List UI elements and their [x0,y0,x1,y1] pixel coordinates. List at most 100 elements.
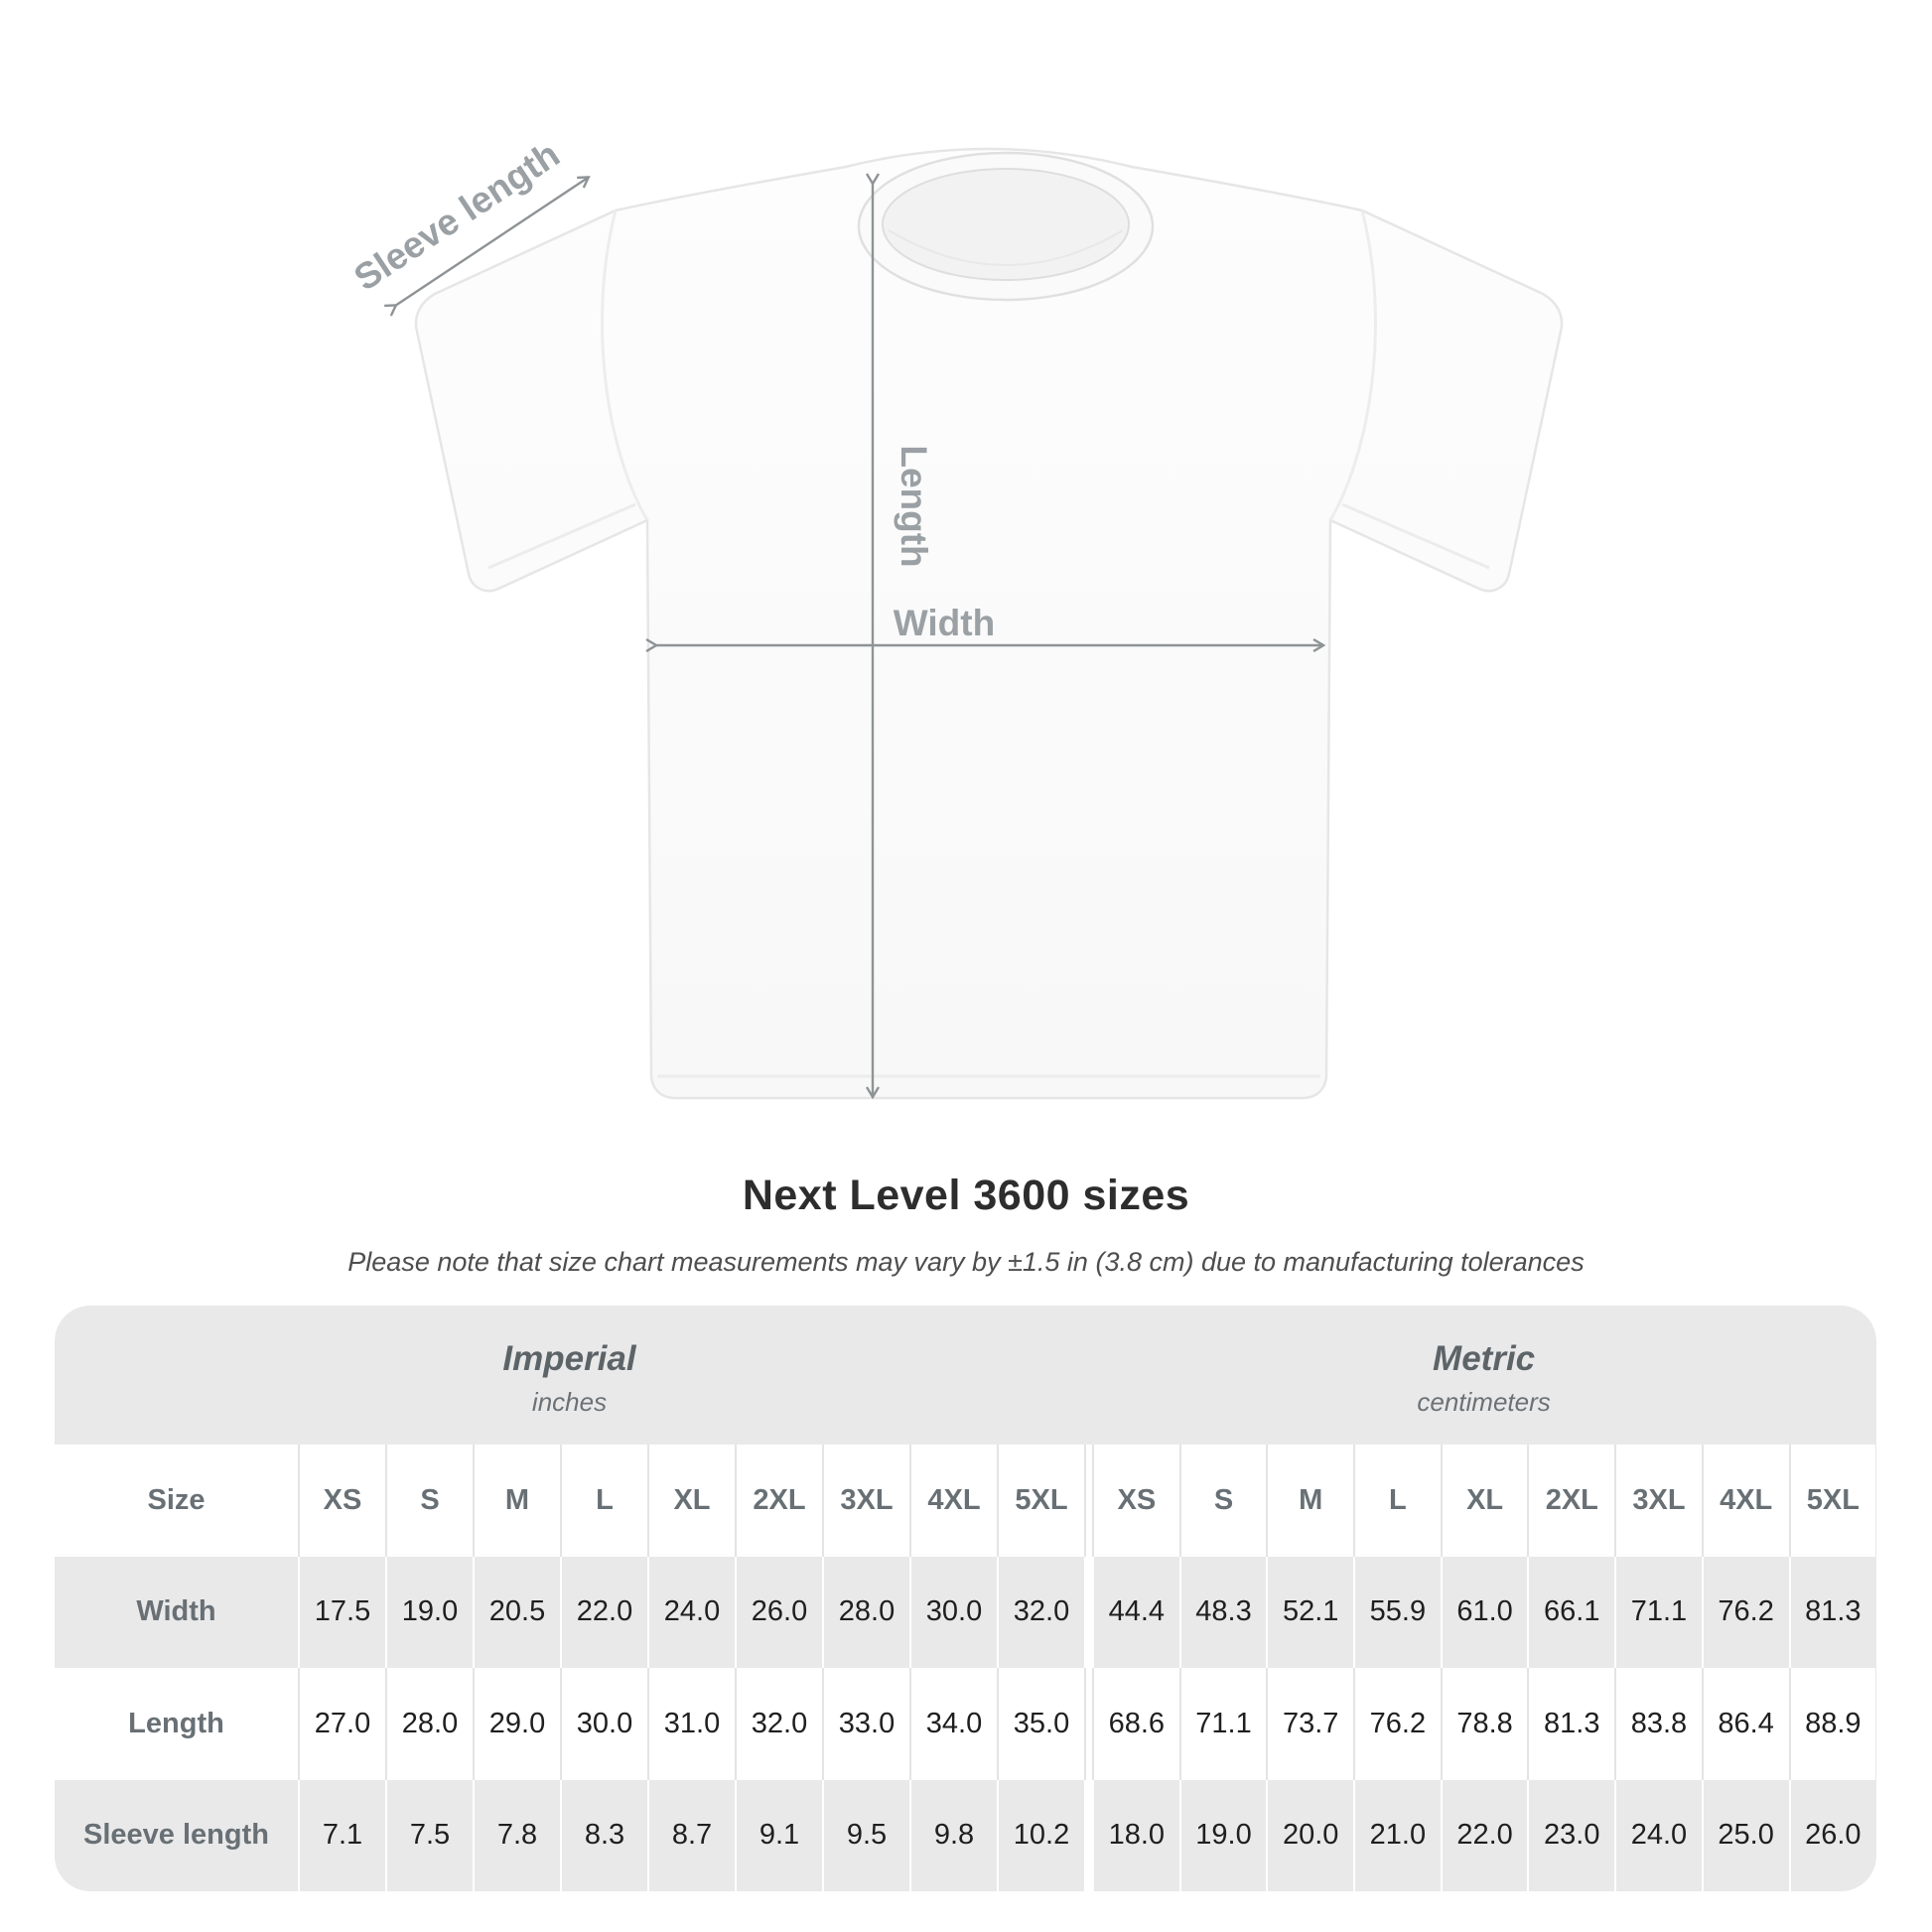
size-header-metric: XL [1440,1445,1528,1557]
value-cell: 7.5 [385,1779,473,1891]
value-cell: 26.0 [735,1556,822,1668]
metric-group-header: Metric centimeters [1092,1306,1875,1445]
sleeve-length-arrow [395,178,588,306]
imperial-group-header: Imperial inches [55,1306,1084,1445]
value-cell: 71.1 [1178,1668,1267,1780]
value-cell: 20.5 [473,1556,560,1668]
size-header-metric: 5XL [1788,1445,1876,1557]
row-label: Sleeve length [55,1779,298,1891]
row-label: Width [55,1556,298,1668]
value-cell: 33.0 [822,1668,909,1780]
table-group-divider [1084,1779,1092,1891]
table-group-divider [1084,1445,1092,1557]
size-header-metric: 3XL [1614,1445,1702,1557]
value-cell: 31.0 [647,1668,735,1780]
value-cell: 44.4 [1092,1556,1179,1668]
value-cell: 76.2 [1353,1668,1441,1780]
value-cell: 86.4 [1701,1668,1789,1780]
value-cell: 76.2 [1701,1556,1789,1668]
value-cell: 19.0 [1178,1779,1267,1891]
table-row-length: Length 27.0 28.0 29.0 30.0 31.0 32.0 33.… [55,1668,1876,1780]
size-header-metric: XS [1092,1445,1179,1557]
value-cell: 88.9 [1788,1668,1876,1780]
size-header-row: Size XS S M L XL 2XL 3XL 4XL 5XL XS S M … [55,1445,1876,1557]
page-title: Next Level 3600 sizes [742,1172,1190,1219]
value-cell: 27.0 [298,1668,385,1780]
imperial-group-unit: inches [531,1386,608,1417]
table-row-sleeve-length: Sleeve length 7.1 7.5 7.8 8.3 8.7 9.1 9.… [55,1779,1876,1891]
value-cell: 32.0 [997,1556,1084,1668]
length-label: Length [894,445,934,567]
value-cell: 78.8 [1440,1668,1528,1780]
value-cell: 7.8 [473,1779,560,1891]
table-group-divider [1084,1556,1092,1668]
value-cell: 29.0 [473,1668,560,1780]
table-group-divider [1084,1668,1092,1780]
value-cell: 81.3 [1527,1668,1615,1780]
value-cell: 71.1 [1614,1556,1702,1668]
size-header-metric: 2XL [1527,1445,1615,1557]
value-cell: 9.8 [909,1779,997,1891]
value-cell: 81.3 [1788,1556,1876,1668]
size-header-imperial: 5XL [997,1445,1084,1557]
tolerance-note: Please note that size chart measurements… [347,1247,1585,1277]
value-cell: 22.0 [560,1556,647,1668]
value-cell: 32.0 [735,1668,822,1780]
unit-group-row: Imperial inches Metric centimeters [55,1306,1876,1445]
value-cell: 24.0 [1614,1779,1702,1891]
value-cell: 68.6 [1092,1668,1179,1780]
size-header-imperial: XS [298,1445,385,1557]
value-cell: 20.0 [1266,1779,1354,1891]
value-cell: 30.0 [909,1556,997,1668]
size-header-metric: L [1353,1445,1441,1557]
value-cell: 8.7 [647,1779,735,1891]
size-header-imperial: M [473,1445,560,1557]
value-cell: 9.5 [822,1779,909,1891]
value-cell: 22.0 [1440,1779,1528,1891]
metric-group-unit: centimeters [1417,1386,1551,1417]
size-table: Imperial inches Metric centimeters Size … [55,1306,1876,1891]
value-cell: 83.8 [1614,1668,1702,1780]
size-header-metric: S [1178,1445,1267,1557]
value-cell: 73.7 [1266,1668,1354,1780]
value-cell: 24.0 [647,1556,735,1668]
size-header-imperial: XL [647,1445,735,1557]
value-cell: 21.0 [1353,1779,1441,1891]
value-cell: 66.1 [1527,1556,1615,1668]
value-cell: 7.1 [298,1779,385,1891]
value-cell: 18.0 [1092,1779,1179,1891]
value-cell: 52.1 [1266,1556,1354,1668]
size-header-imperial: 2XL [735,1445,822,1557]
size-column-header: Size [55,1445,298,1557]
value-cell: 26.0 [1788,1779,1876,1891]
value-cell: 35.0 [997,1668,1084,1780]
size-header-imperial: 4XL [909,1445,997,1557]
tshirt-measurement-diagram: Sleeve length Length Width [346,134,1564,1100]
value-cell: 61.0 [1440,1556,1528,1668]
value-cell: 28.0 [822,1556,909,1668]
value-cell: 48.3 [1178,1556,1267,1668]
metric-group-name: Metric [1433,1338,1536,1378]
size-header-imperial: L [560,1445,647,1557]
value-cell: 55.9 [1353,1556,1441,1668]
table-row-width: Width 17.5 19.0 20.5 22.0 24.0 26.0 28.0… [55,1556,1876,1668]
size-header-imperial: 3XL [822,1445,909,1557]
value-cell: 25.0 [1701,1779,1789,1891]
size-header-metric: M [1266,1445,1354,1557]
value-cell: 8.3 [560,1779,647,1891]
imperial-group-name: Imperial [502,1338,636,1378]
tshirt-illustration [414,147,1564,1100]
value-cell: 9.1 [735,1779,822,1891]
row-label: Length [55,1668,298,1780]
value-cell: 23.0 [1527,1779,1615,1891]
value-cell: 34.0 [909,1668,997,1780]
size-header-metric: 4XL [1701,1445,1789,1557]
value-cell: 28.0 [385,1668,473,1780]
width-label: Width [894,603,995,643]
value-cell: 17.5 [298,1556,385,1668]
value-cell: 19.0 [385,1556,473,1668]
size-header-imperial: S [385,1445,473,1557]
value-cell: 10.2 [997,1779,1084,1891]
value-cell: 30.0 [560,1668,647,1780]
